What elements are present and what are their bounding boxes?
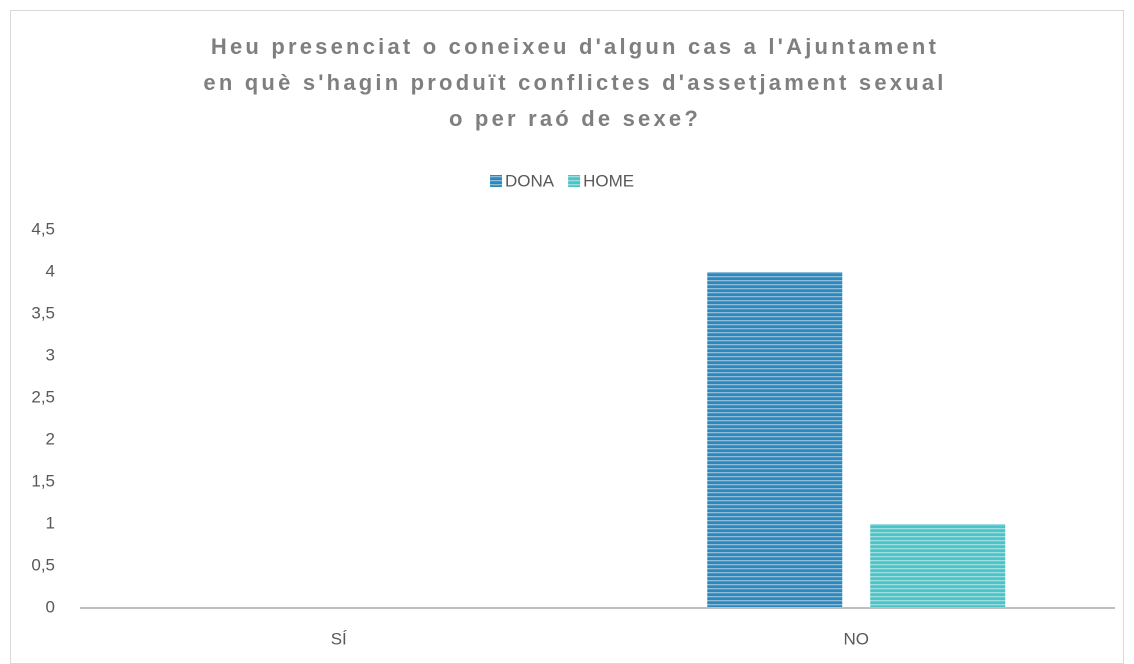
legend-swatch (568, 175, 581, 187)
bar (870, 524, 1006, 608)
chart-title: o per raó de sexe? (449, 106, 701, 131)
bar (707, 272, 843, 608)
y-tick-label: 1 (46, 513, 55, 532)
y-tick-label: 0,5 (31, 555, 55, 574)
legend-swatch (490, 175, 502, 187)
y-tick-label: 3 (46, 345, 55, 364)
chart-title: en què s'hagin produït conflictes d'asse… (203, 70, 946, 95)
y-tick-label: 0 (46, 597, 55, 616)
legend-label: HOME (583, 171, 634, 190)
y-tick-label: 1,5 (31, 471, 55, 490)
x-tick-label: NO (844, 629, 870, 648)
y-tick-label: 4 (46, 261, 55, 280)
chart-title: Heu presenciat o coneixeu d'algun cas a … (211, 34, 939, 59)
y-tick-label: 4,5 (31, 219, 55, 238)
x-tick-label: SÍ (331, 629, 347, 648)
y-tick-label: 3,5 (31, 303, 55, 322)
legend-label: DONA (505, 171, 555, 190)
y-tick-label: 2 (46, 429, 55, 448)
y-tick-label: 2,5 (31, 387, 55, 406)
